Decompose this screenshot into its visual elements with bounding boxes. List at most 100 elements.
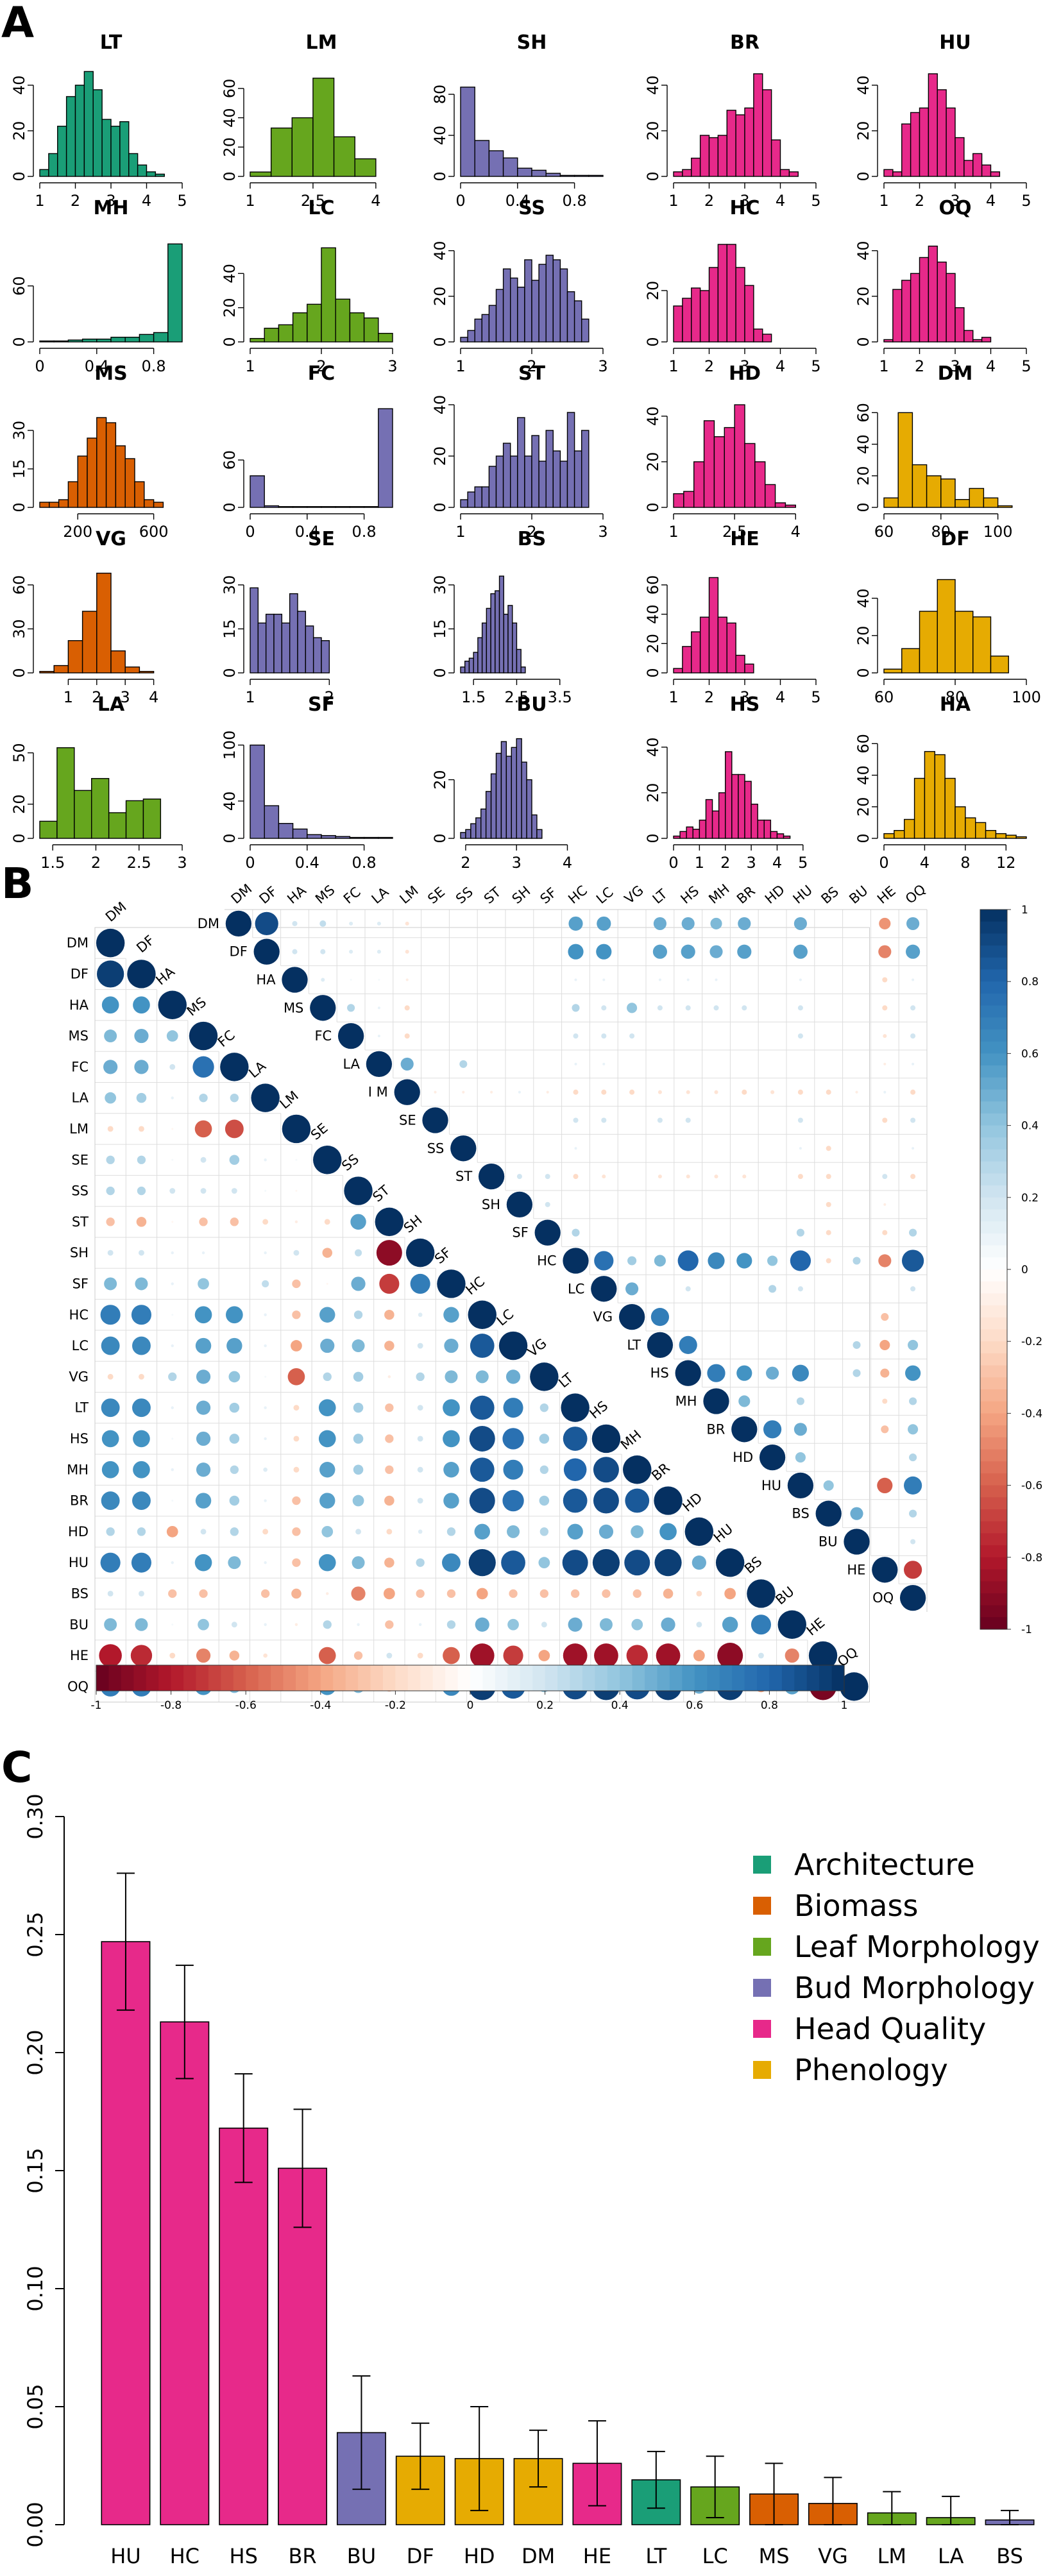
correlation-circle — [751, 1614, 772, 1635]
correlation-circle — [632, 1589, 641, 1598]
colorbar-tick-label: -0.6 — [1021, 1480, 1042, 1493]
correlation-circle — [797, 1117, 803, 1123]
correlation-circle — [137, 1155, 146, 1164]
y-tick-label: 0 — [221, 833, 239, 843]
correlation-circle — [823, 1480, 834, 1491]
correlation-circle — [349, 949, 353, 954]
correlation-circle — [264, 1344, 267, 1348]
colorbar-segment — [96, 1665, 110, 1691]
colorbar-segment — [980, 1245, 1007, 1258]
correlation-circle — [293, 1436, 300, 1442]
histogram-bar — [77, 455, 88, 508]
colorbar-tick-label: 1 — [841, 1699, 848, 1712]
x-tick-label: BU — [347, 2544, 376, 2568]
x-tick-label: 2 — [71, 192, 80, 210]
colorbar-horizontal: -1 -0.8 -0.6 -0.4 -0.2 0 0.2 0.4 0.6 0.8 1 — [91, 1665, 848, 1712]
histogram-bar — [470, 823, 477, 839]
x-tick-label: 4 — [776, 192, 785, 210]
y-tick-label: 30 — [10, 619, 28, 639]
histogram-bar — [39, 671, 55, 674]
correlation-circle — [770, 1090, 775, 1094]
y-tick-label: 0.20 — [23, 2029, 47, 2075]
correlation-circle — [475, 1370, 489, 1384]
row-label: BR — [70, 1493, 89, 1509]
correlation-circle — [826, 1230, 831, 1235]
histogram-bar — [250, 337, 265, 343]
correlation-circle — [384, 1557, 395, 1568]
histogram-bar — [495, 289, 504, 343]
correlation-circle — [253, 938, 280, 965]
correlation-circle — [568, 1617, 582, 1632]
correlation-circle — [410, 1273, 430, 1294]
matrix-border — [94, 927, 870, 1702]
correlation-circle — [291, 1588, 301, 1599]
colorbar-tick-label: -0.2 — [385, 1699, 406, 1712]
x-tick-label: 1 — [668, 688, 678, 706]
x-tick-label: 0 — [35, 357, 44, 375]
colorbar-segment — [980, 921, 1007, 934]
x-tick-label: DM — [522, 2544, 555, 2568]
colorbar-segment — [196, 1665, 209, 1691]
x-tick-label: 4 — [791, 523, 801, 541]
histogram-title: FC — [308, 362, 335, 385]
correlation-circle — [505, 1369, 521, 1384]
histogram-bar — [753, 328, 763, 343]
histogram-bar — [481, 622, 488, 674]
histogram-bar — [955, 611, 974, 674]
correlation-circle — [572, 1004, 580, 1012]
correlation-circle — [229, 1402, 240, 1413]
correlation-circle — [220, 1053, 249, 1081]
histogram-title: BU — [516, 693, 547, 716]
y-tick-label: 40 — [431, 395, 449, 415]
correlation-circle — [910, 1089, 916, 1095]
legend-label: Head Quality — [794, 2012, 986, 2046]
correlation-circle — [100, 1305, 121, 1325]
histogram-bar — [305, 625, 314, 674]
histogram-bar — [354, 158, 377, 177]
correlation-circle — [137, 1186, 146, 1196]
histogram-bar — [155, 173, 165, 177]
correlation-circle — [264, 1406, 267, 1409]
histogram-bar — [717, 244, 727, 343]
row-label: LT — [627, 1337, 641, 1353]
y-tick-label: 0.25 — [23, 1911, 47, 1957]
correlation-circle — [353, 1310, 363, 1319]
correlation-circle — [264, 1251, 267, 1255]
correlation-circle — [686, 1090, 690, 1094]
x-tick-label: 0 — [668, 854, 678, 872]
colorbar-segment — [980, 1485, 1007, 1498]
colorbar-segment — [570, 1665, 583, 1691]
correlation-circle — [416, 1558, 425, 1567]
correlation-circle — [171, 1128, 174, 1130]
histogram-bar — [892, 171, 903, 177]
colorbar-segment — [831, 1665, 845, 1691]
y-tick-label: 40 — [854, 241, 872, 261]
correlation-circle — [905, 1365, 921, 1381]
colorbar-segment — [980, 1053, 1007, 1066]
x-tick-label: BR — [288, 2544, 316, 2568]
histogram-bar — [488, 305, 497, 343]
correlation-circle — [171, 1437, 174, 1440]
correlation-circle — [658, 1174, 662, 1179]
colorbar-segment — [171, 1665, 184, 1691]
colorbar-segment — [732, 1665, 745, 1691]
histogram-bar — [673, 305, 683, 343]
correlation-circle — [136, 1217, 147, 1227]
y-tick-label: 20 — [854, 287, 872, 307]
correlation-circle — [469, 1425, 495, 1452]
correlation-circle — [99, 1644, 122, 1667]
x-tick-label: 2 — [915, 192, 924, 210]
correlation-circle — [443, 1493, 459, 1509]
x-tick-label: 4 — [371, 192, 380, 210]
colorbar-segment — [980, 1221, 1007, 1234]
histogram-bar — [904, 818, 915, 839]
correlation-circle — [171, 1251, 174, 1255]
histogram-oq: OQ 1 2 3 4 5 0 20 40 — [854, 197, 1031, 375]
y-tick-label: 30 — [431, 575, 449, 595]
correlation-circle — [572, 1228, 580, 1237]
histogram-bar — [460, 337, 468, 343]
colorbar-segment — [980, 1101, 1007, 1114]
histogram-bar — [57, 126, 67, 177]
colorbar-tick-label: -1 — [91, 1699, 102, 1712]
